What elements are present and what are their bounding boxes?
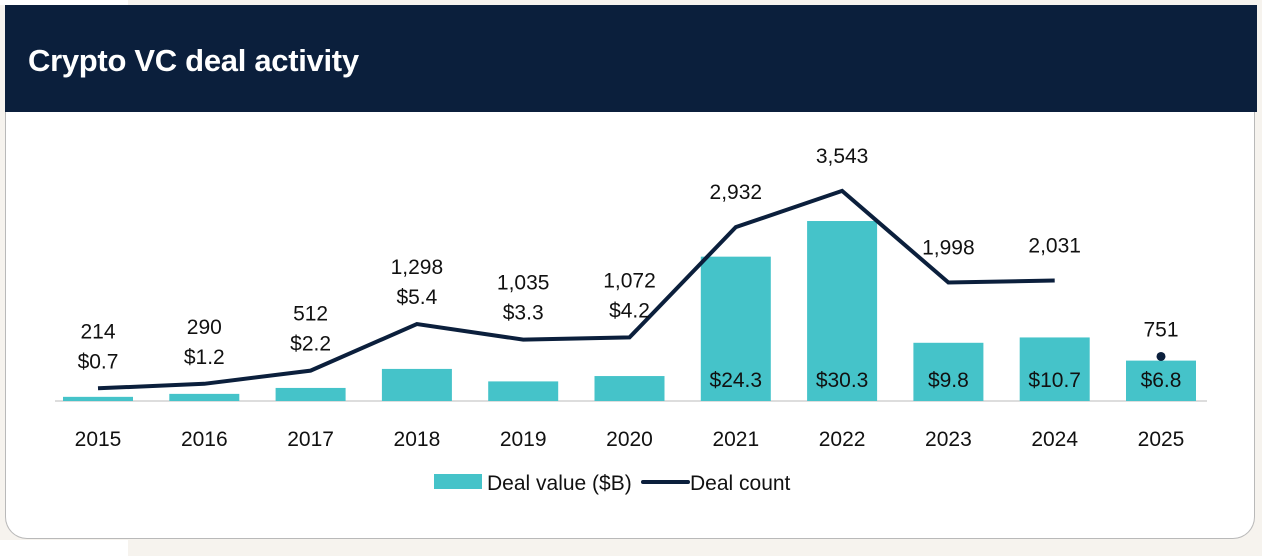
legend-label-deal-count: Deal count	[690, 472, 791, 495]
bar-2019	[488, 381, 559, 401]
x-tick-label: 2016	[181, 428, 228, 451]
deal-count-label: 2,031	[1028, 235, 1081, 258]
deal-value-label: $2.2	[290, 333, 331, 356]
x-tick-label: 2015	[75, 428, 122, 451]
bar-2022	[807, 221, 878, 401]
deal-value-label: $0.7	[78, 350, 119, 373]
deal-value-label: $10.7	[1028, 369, 1081, 392]
bar-2021	[700, 256, 771, 401]
bar-2024	[1019, 337, 1090, 401]
deal-count-point-2025	[1156, 351, 1166, 361]
x-tick-label: 2024	[1031, 428, 1078, 451]
background-strip	[0, 540, 128, 556]
deal-count-label: 290	[187, 316, 222, 339]
deal-value-label: $6.8	[1141, 369, 1182, 392]
bar-2025	[1126, 360, 1196, 401]
legend-label-deal-value: Deal value ($B)	[487, 472, 632, 495]
deal-count-label: 214	[80, 320, 115, 343]
x-tick-label: 2023	[925, 428, 972, 451]
bar-2015	[63, 396, 133, 401]
deal-value-label: $24.3	[710, 369, 763, 392]
x-tick-label: 2019	[500, 428, 547, 451]
deal-value-label: $3.3	[503, 302, 544, 325]
deal-value-label: $5.4	[396, 286, 437, 309]
bar-2016	[169, 393, 240, 401]
bar-2018	[381, 368, 452, 401]
bar-2017	[275, 387, 346, 401]
deal-count-label: 512	[293, 303, 328, 326]
deal-value-label: $1.2	[184, 346, 225, 369]
deal-value-label: $9.8	[928, 369, 969, 392]
deal-count-label: 1,298	[391, 256, 444, 279]
deal-value-label: $4.2	[609, 299, 650, 322]
legend-swatch-deal-value	[434, 474, 482, 489]
x-tick-label: 2018	[394, 428, 441, 451]
deal-count-label: 1,072	[603, 269, 656, 292]
deal-count-label: 1,035	[497, 272, 550, 295]
x-tick-label: 2022	[819, 428, 866, 451]
bar-2020	[594, 376, 665, 401]
deal-count-line	[97, 188, 1055, 391]
deal-count-label: 1,998	[922, 237, 975, 260]
bar-2023	[913, 342, 984, 401]
legend: Deal value ($B) Deal count	[434, 472, 791, 495]
deal-count-label: 751	[1143, 318, 1178, 341]
x-tick-label: 2020	[606, 428, 653, 451]
header-band: Crypto VC deal activity	[5, 5, 1257, 112]
background-strip	[0, 0, 128, 5]
deal-count-label: 2,932	[710, 181, 763, 204]
x-tick-label: 2025	[1138, 428, 1185, 451]
chart-title: Crypto VC deal activity	[28, 43, 359, 78]
deal-count-label: 3,543	[816, 145, 869, 168]
deal-value-label: $30.3	[816, 369, 869, 392]
x-tick-label: 2021	[712, 428, 759, 451]
x-tick-label: 2017	[287, 428, 334, 451]
